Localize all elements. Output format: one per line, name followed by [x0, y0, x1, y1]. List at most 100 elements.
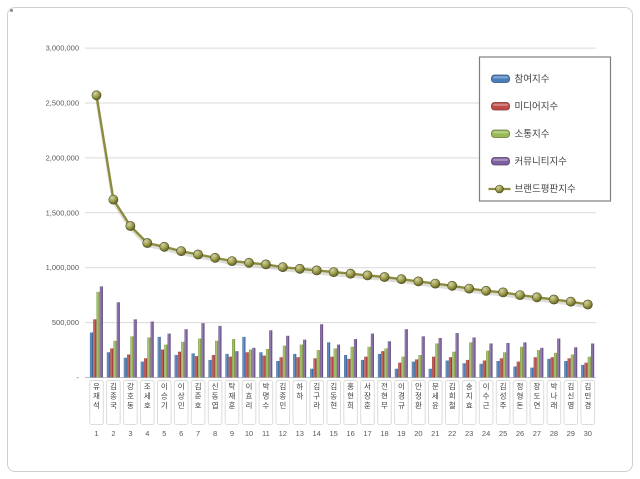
bar — [184, 329, 188, 378]
bar — [418, 354, 422, 378]
trend-marker — [108, 194, 119, 205]
bar — [211, 354, 215, 378]
bar — [299, 344, 303, 378]
category-label-box — [275, 380, 291, 425]
bar — [384, 348, 388, 378]
bar — [435, 343, 439, 378]
bar — [113, 340, 117, 378]
legend-swatch-marker — [495, 184, 504, 194]
bar — [99, 286, 103, 378]
bar — [499, 358, 503, 378]
trend-marker — [159, 241, 170, 252]
bar — [360, 359, 365, 378]
legend-swatch-highlight — [493, 158, 508, 161]
bar — [482, 360, 486, 378]
category-label-box — [512, 380, 528, 425]
bar — [387, 341, 391, 378]
bar — [242, 336, 246, 378]
rank-label: 9 — [230, 429, 234, 438]
rank-label: 21 — [431, 429, 439, 438]
bar — [336, 344, 341, 378]
bar — [445, 360, 449, 378]
bar — [574, 347, 578, 378]
legend-label: 참여지수 — [515, 73, 550, 85]
bar — [293, 353, 297, 378]
category-label-box — [478, 380, 494, 425]
series-미디어지수 — [93, 319, 588, 378]
y-axis-labels: 3,000,000 2,500,000 2,000,000 1,500,000 1,00… — [46, 44, 80, 382]
bar — [225, 353, 229, 378]
trend-marker — [565, 296, 576, 307]
bar — [167, 333, 171, 378]
trend-marker — [345, 268, 356, 279]
bar — [235, 351, 239, 378]
rank-label: 10 — [245, 429, 253, 438]
bar — [540, 347, 544, 378]
bar — [448, 357, 453, 378]
bar — [208, 359, 212, 378]
bar — [591, 343, 595, 378]
trend-marker — [515, 290, 525, 300]
category-label-box — [495, 380, 511, 425]
rank-label: 7 — [196, 429, 200, 438]
bar — [370, 333, 374, 378]
bar — [269, 330, 273, 378]
bar — [296, 357, 300, 378]
category-label-box — [546, 380, 562, 425]
bar — [265, 348, 269, 378]
bar — [262, 355, 266, 378]
bar — [381, 351, 385, 378]
bar — [276, 361, 280, 378]
legend-swatch-bar — [491, 129, 510, 138]
trend-marker — [227, 256, 237, 266]
bar — [344, 354, 348, 378]
bar — [415, 359, 419, 378]
trend-marker — [328, 267, 339, 277]
trend-marker — [294, 263, 305, 274]
trend-marker — [260, 259, 271, 270]
rank-label: 6 — [179, 429, 183, 438]
rank-label: 28 — [550, 429, 558, 438]
bar — [316, 350, 320, 378]
legend-swatch-bar — [491, 102, 510, 111]
bar — [198, 338, 202, 378]
trend-marker — [176, 246, 187, 257]
bar — [469, 342, 473, 378]
bar — [218, 325, 222, 378]
trend-marker — [125, 221, 136, 231]
rank-label: 12 — [279, 429, 287, 438]
y-tick-label: 2,000,000 — [46, 153, 79, 162]
bar — [310, 368, 314, 378]
bar — [160, 349, 165, 378]
trend-marker — [362, 270, 373, 281]
rank-label: 24 — [482, 429, 490, 438]
bar — [570, 354, 574, 378]
bar — [282, 345, 286, 378]
bar — [513, 366, 517, 378]
bar — [398, 362, 402, 378]
bar — [232, 339, 236, 378]
bar — [228, 356, 232, 378]
bar — [553, 352, 557, 378]
trend-markers — [91, 90, 593, 310]
trend-marker — [193, 249, 203, 260]
bar — [353, 339, 357, 378]
y-tick-label: 1,000,000 — [46, 263, 79, 272]
bar — [279, 357, 283, 378]
rank-label: 11 — [262, 429, 270, 438]
category-label-box — [461, 380, 477, 425]
bar — [452, 351, 456, 378]
bar — [174, 354, 178, 378]
bar — [503, 352, 507, 378]
category-label-box — [360, 380, 375, 425]
rank-label: 19 — [397, 429, 405, 438]
bar — [140, 361, 144, 378]
